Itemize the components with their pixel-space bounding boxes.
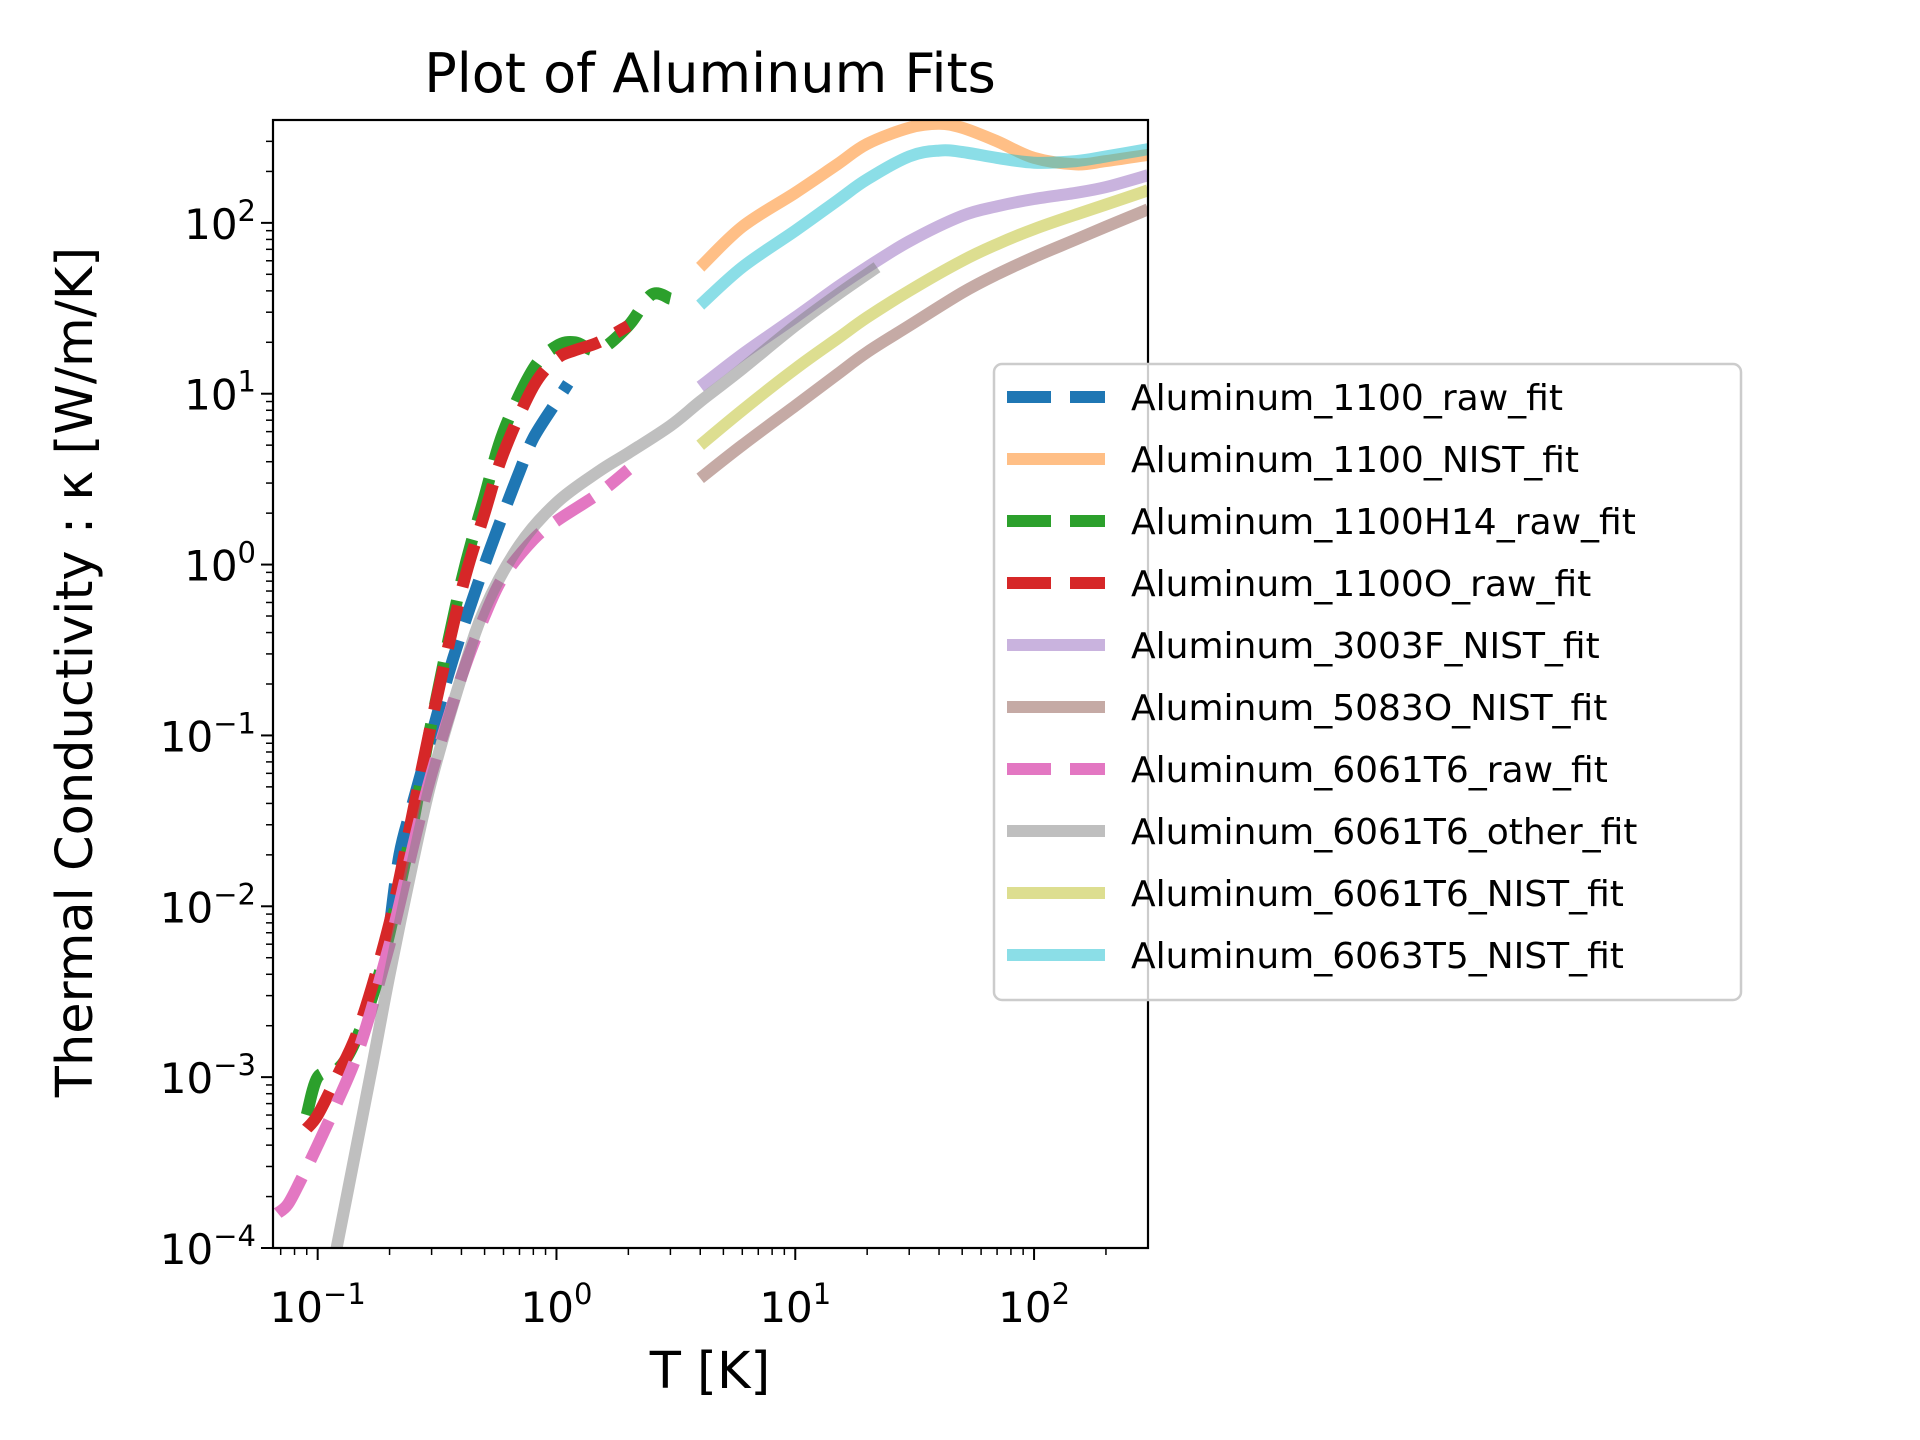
series-line-Aluminum_1100_raw_fit bbox=[383, 380, 574, 929]
x-tick-label: 100 bbox=[521, 1277, 593, 1332]
legend-item: Aluminum_6061T6_NIST_fit bbox=[1007, 874, 1624, 915]
y-tick-label: 101 bbox=[184, 365, 256, 420]
x-tick-label: 10−1 bbox=[270, 1277, 366, 1332]
x-tick-label: 102 bbox=[998, 1277, 1070, 1332]
legend-box bbox=[992, 362, 1743, 1002]
legend-label: Aluminum_6061T6_NIST_fit bbox=[1131, 874, 1624, 915]
legend-item: Aluminum_6061T6_raw_fit bbox=[1007, 750, 1608, 791]
legend-item: Aluminum_6061T6_other_fit bbox=[1007, 812, 1637, 853]
legend-label: Aluminum_1100_raw_fit bbox=[1131, 378, 1563, 419]
legend-label: Aluminum_1100_NIST_fit bbox=[1131, 440, 1579, 481]
legend-label: Aluminum_1100O_raw_fit bbox=[1131, 564, 1591, 605]
y-tick-label: 102 bbox=[184, 194, 256, 249]
legend: Aluminum_1100_raw_fit Aluminum_1100_NIST_… bbox=[992, 362, 1743, 1002]
legend-label: Aluminum_3003F_NIST_fit bbox=[1131, 626, 1600, 667]
legend-item: Aluminum_3003F_NIST_fit bbox=[1007, 626, 1600, 667]
legend-item: Aluminum_5083O_NIST_fit bbox=[1007, 688, 1607, 729]
series-line-Aluminum_6063T5_NIST_fit bbox=[696, 143, 1148, 310]
legend-item: Aluminum_1100O_raw_fit bbox=[1007, 564, 1591, 605]
chart-title: Plot of Aluminum Fits bbox=[424, 42, 996, 105]
y-axis-title: Thermal Conductivity : κ [W/m/K] bbox=[46, 247, 105, 1098]
legend-item: Aluminum_1100_raw_fit bbox=[1007, 378, 1563, 419]
y-tick-label: 10−4 bbox=[160, 1219, 256, 1274]
y-tick-label: 10−1 bbox=[160, 706, 256, 761]
series-line-Aluminum_5083O_NIST_fit bbox=[696, 203, 1148, 484]
legend-item: Aluminum_1100_NIST_fit bbox=[1007, 440, 1579, 481]
legend-label: Aluminum_6061T6_other_fit bbox=[1131, 812, 1637, 853]
legend-label: Aluminum_5083O_NIST_fit bbox=[1131, 688, 1607, 729]
x-axis-title: T [K] bbox=[649, 1342, 771, 1401]
series-line-Aluminum_6061T6_NIST_fit bbox=[696, 184, 1148, 450]
legend-items: Aluminum_1100_raw_fit Aluminum_1100_NIST_… bbox=[1007, 378, 1637, 977]
legend-item: Aluminum_1100H14_raw_fit bbox=[1007, 502, 1636, 543]
series-line-Aluminum_1100O_raw_fit bbox=[302, 320, 632, 1133]
tick-layer: 10−1 100 101 102 10−4 10−3 10−2 10−1 100 101 102 bbox=[160, 140, 1107, 1332]
y-tick-label: 10−3 bbox=[160, 1048, 256, 1103]
series-layer bbox=[273, 120, 1148, 1248]
series-line-Aluminum_6061T6_other_fit bbox=[330, 262, 881, 1248]
y-tick-label: 10−2 bbox=[160, 877, 256, 932]
x-tick-label: 101 bbox=[759, 1277, 831, 1332]
legend-label: Aluminum_6061T6_raw_fit bbox=[1131, 750, 1608, 791]
y-tick-label: 100 bbox=[184, 536, 256, 591]
series-line-Aluminum_6061T6_raw_fit bbox=[273, 464, 633, 1218]
legend-label: Aluminum_1100H14_raw_fit bbox=[1131, 502, 1636, 543]
series-line-Aluminum_3003F_NIST_fit bbox=[696, 169, 1148, 392]
legend-item: Aluminum_6063T5_NIST_fit bbox=[1007, 936, 1624, 977]
legend-label: Aluminum_6063T5_NIST_fit bbox=[1131, 936, 1624, 977]
